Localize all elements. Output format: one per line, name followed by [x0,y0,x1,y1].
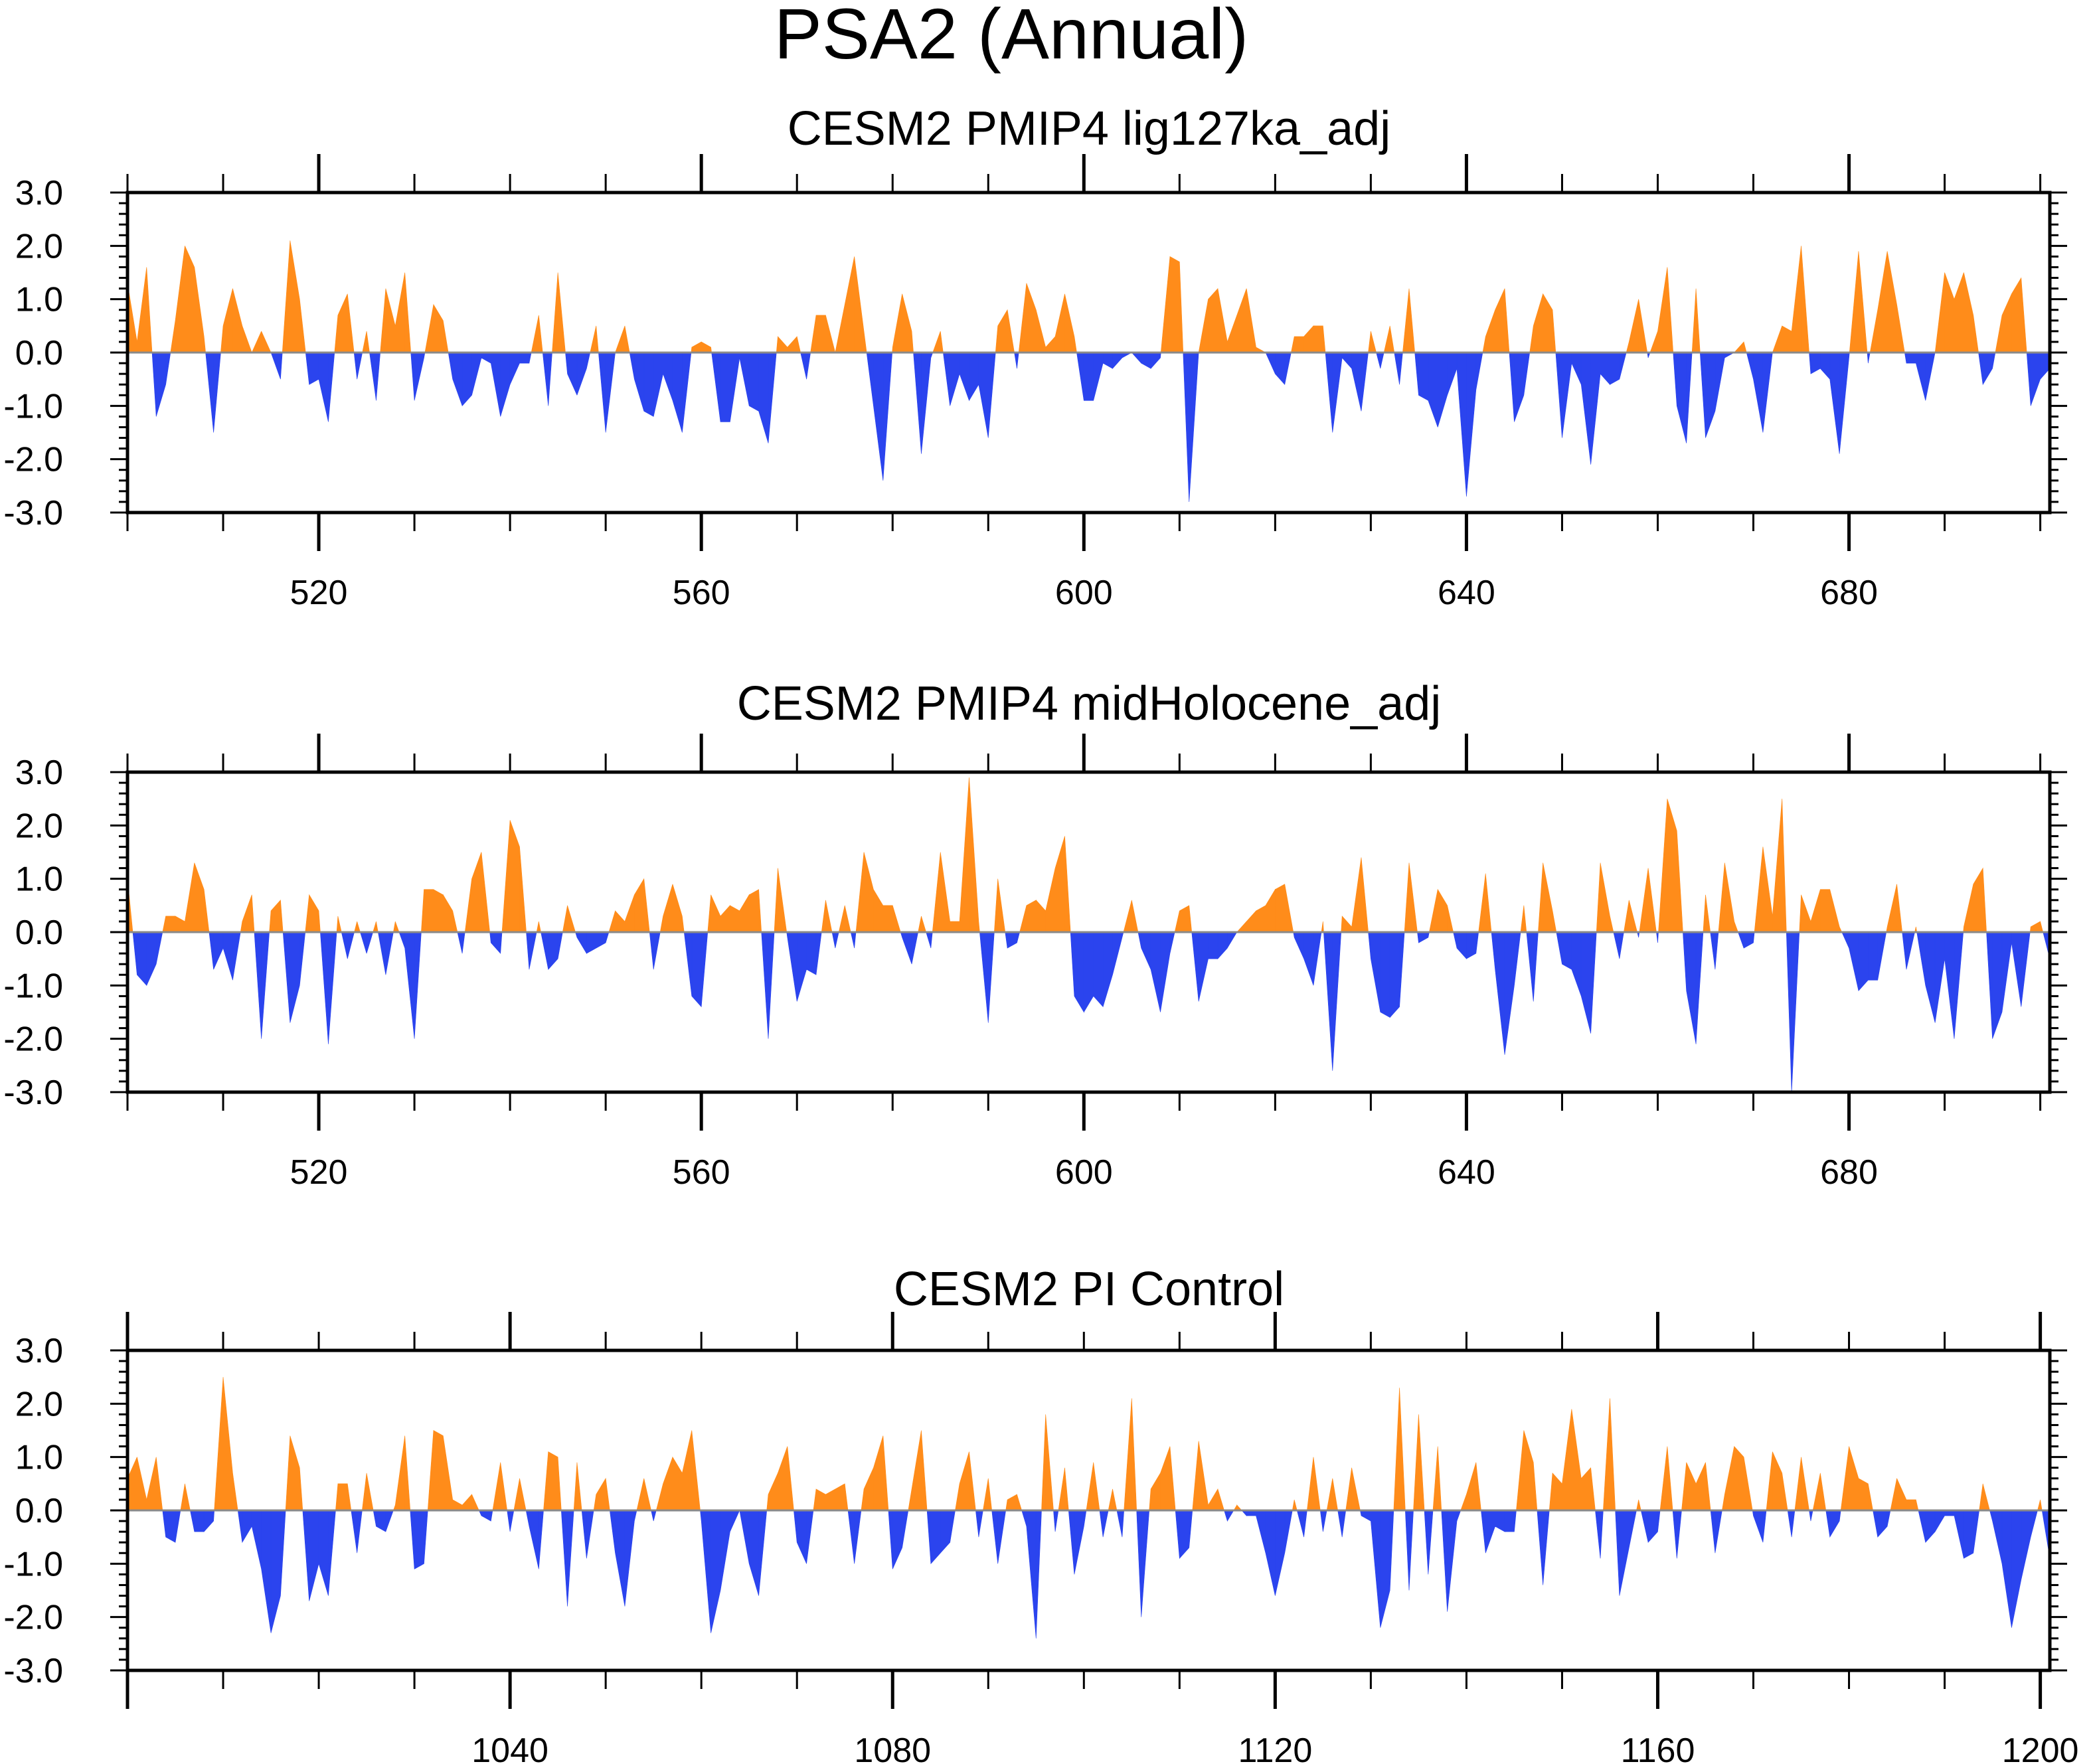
x-tick-label: 1040 [471,1731,548,1764]
x-tick-label: 1200 [2002,1731,2079,1764]
panel-title: CESM2 PMIP4 lig127ka_adj [788,102,1390,155]
y-tick-label: -3.0 [3,494,63,532]
panel-2: CESM2 PMIP4 midHolocene_adj 520 560 600 640 6… [3,677,2067,1192]
negative-anomaly-area [162,1510,2050,1639]
y-tick-label: 1.0 [15,860,63,899]
positive-anomaly-area [127,240,2027,353]
x-tick-label: 680 [1820,574,1878,612]
y-tick-label: -3.0 [3,1652,63,1690]
y-tick-label: 0.0 [15,334,63,372]
x-tick-label: 1080 [854,1731,931,1764]
y-tick-label: 3.0 [15,174,63,212]
x-tick-label: 520 [290,574,348,612]
y-tick-label: -1.0 [3,1545,63,1583]
y-tick-label: -1.0 [3,387,63,426]
x-tick-label: 1160 [1621,1731,1695,1764]
y-tick-label: -3.0 [3,1074,63,1112]
x-tick-label: 600 [1055,574,1113,612]
main-title: PSA2 (Annual) [774,0,1248,74]
y-tick-label: 2.0 [15,1385,63,1423]
positive-anomaly-area [127,777,2044,933]
x-tick-label: 680 [1820,1153,1878,1192]
panel-title: CESM2 PI Control [894,1263,1284,1316]
y-tick-label: -1.0 [3,967,63,1005]
x-tick-label: 520 [290,1153,348,1192]
y-tick-label: 2.0 [15,227,63,266]
panel-3: CESM2 PI Control 1040 1080 1120 1160 1200 3.0 2… [3,1263,2078,1764]
x-tick-label: 1120 [1238,1731,1312,1764]
x-tick-label: 560 [673,1153,730,1192]
x-tick-label: 600 [1055,1153,1113,1192]
positive-anomaly-area [127,1377,2043,1511]
x-tick-label: 640 [1438,1153,1495,1192]
panels-container: CESM2 PMIP4 lig127ka_adj 520 560 600 640 680 3… [3,102,2078,1764]
panel-title: CESM2 PMIP4 midHolocene_adj [737,677,1442,730]
negative-anomaly-area [132,931,2050,1092]
y-tick-label: 0.0 [15,914,63,952]
y-tick-label: -2.0 [3,1599,63,1637]
y-tick-label: 3.0 [15,754,63,792]
x-tick-label: 560 [673,574,730,612]
negative-anomaly-area [151,352,2050,502]
y-tick-label: 2.0 [15,807,63,845]
y-tick-label: -2.0 [3,1020,63,1059]
y-tick-label: -2.0 [3,441,63,479]
y-tick-label: 1.0 [15,281,63,319]
panel-1: CESM2 PMIP4 lig127ka_adj 520 560 600 640 680 3… [3,102,2067,612]
y-tick-label: 1.0 [15,1439,63,1477]
y-tick-label: 0.0 [15,1492,63,1530]
x-tick-label: 640 [1438,574,1495,612]
y-tick-label: 3.0 [15,1332,63,1370]
